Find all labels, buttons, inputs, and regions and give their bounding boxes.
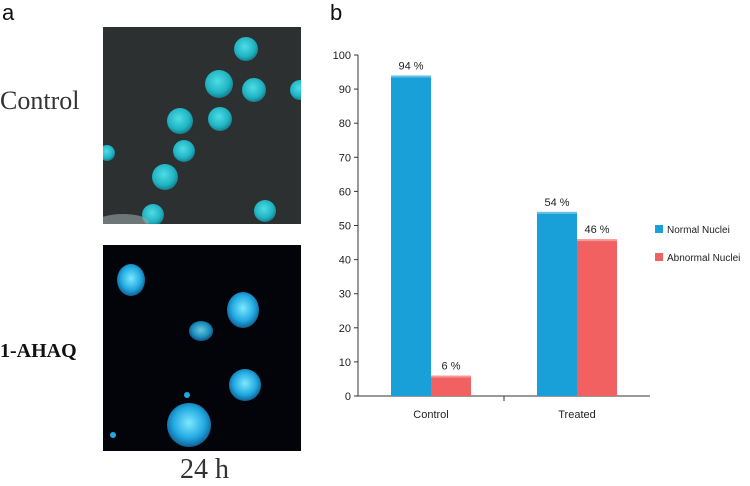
bar-highlight — [537, 211, 577, 214]
y-tick-label: 90 — [339, 84, 351, 96]
chart-axes: 0 10 20 30 40 50 60 70 80 90 100 Control Treated — [333, 50, 650, 421]
x-tick-label: Control — [413, 409, 448, 421]
legend-label: Abnormal Nuclei — [667, 253, 740, 264]
y-tick-label: 50 — [339, 221, 351, 233]
y-tick-label: 80 — [339, 118, 351, 130]
y-tick-label: 0 — [345, 391, 351, 403]
chart-legend: Normal Nuclei Abnormal Nuclei — [655, 225, 740, 264]
row-label-control: Control — [0, 86, 80, 115]
panel-letter-b: b — [330, 0, 343, 25]
bar — [537, 211, 577, 396]
chart-bars: 94 % 6 % 54 % 46 % — [391, 60, 617, 397]
panel-letter-a: a — [2, 0, 15, 25]
y-tick-label: 100 — [333, 50, 351, 62]
data-label: 54 % — [544, 197, 569, 209]
data-label: 46 % — [584, 224, 609, 236]
legend-swatch — [655, 253, 663, 261]
x-tick-label: Treated — [558, 409, 596, 421]
bar — [577, 239, 617, 396]
bar — [391, 75, 431, 397]
y-tick-label: 40 — [339, 255, 351, 267]
bar-highlight — [577, 239, 617, 242]
bar-chart: 0 10 20 30 40 50 60 70 80 90 100 Control Treated 94 … — [333, 50, 741, 421]
micrograph-control-image — [103, 27, 301, 224]
bar — [431, 375, 471, 396]
micrograph-control — [103, 27, 301, 224]
micrograph-treated-image — [103, 245, 301, 451]
bar-highlight — [391, 75, 431, 78]
y-tick-label: 30 — [339, 289, 351, 301]
row-label-treated: 1-AHAQ — [0, 340, 77, 362]
micrograph-treated — [103, 245, 301, 451]
y-tick-label: 20 — [339, 323, 351, 335]
y-tick-label: 60 — [339, 186, 351, 198]
y-tick-label: 10 — [339, 357, 351, 369]
data-label: 94 % — [398, 60, 423, 72]
time-label: 24 h — [180, 454, 229, 485]
legend-swatch — [655, 225, 663, 233]
y-tick-label: 70 — [339, 152, 351, 164]
data-label: 6 % — [442, 361, 461, 373]
legend-label: Normal Nuclei — [667, 225, 730, 236]
bar-highlight — [431, 375, 471, 378]
